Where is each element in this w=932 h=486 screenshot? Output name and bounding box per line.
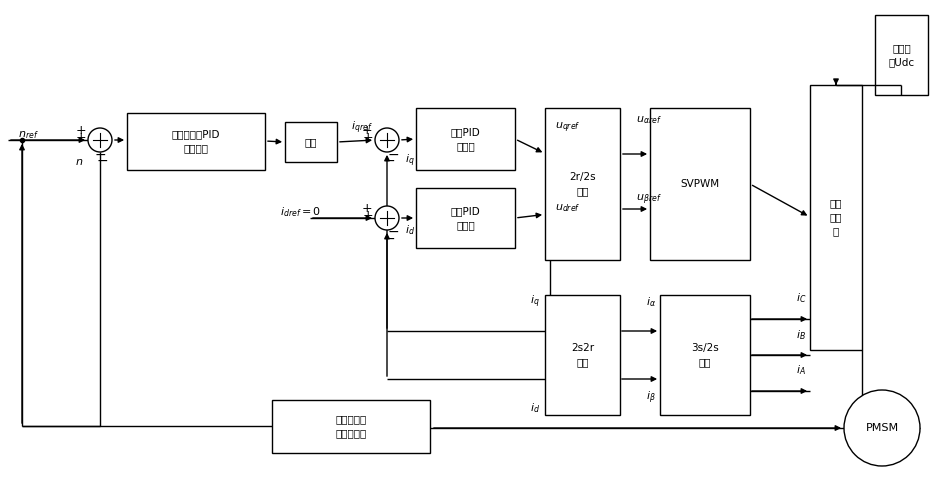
Circle shape	[844, 390, 920, 466]
Bar	[127, 113, 265, 170]
Bar	[875, 15, 928, 95]
Bar	[650, 108, 750, 260]
Text: $i_q$: $i_q$	[405, 153, 415, 169]
Text: 电流PID
调节器: 电流PID 调节器	[451, 206, 480, 230]
Text: 速度分段式PID
控制单元: 速度分段式PID 控制单元	[171, 129, 220, 154]
Text: +: +	[75, 123, 86, 137]
Text: $i_{dref}=0$: $i_{dref}=0$	[280, 205, 321, 219]
Text: $u_{qref}$: $u_{qref}$	[555, 121, 581, 135]
Text: −: −	[96, 154, 108, 168]
Text: −: −	[383, 232, 395, 246]
Text: −: −	[94, 148, 106, 162]
Text: −: −	[383, 154, 395, 168]
Bar	[545, 108, 620, 260]
Text: $u_{\alpha ref}$: $u_{\alpha ref}$	[636, 114, 662, 126]
Text: $i_{\alpha}$: $i_{\alpha}$	[646, 295, 656, 309]
Bar	[810, 85, 862, 350]
Text: $i_d$: $i_d$	[530, 401, 540, 415]
Text: $n$: $n$	[75, 157, 83, 167]
Text: $i_q$: $i_q$	[530, 294, 540, 310]
Text: +: +	[363, 208, 373, 222]
Text: 直流电
源Udc: 直流电 源Udc	[888, 43, 914, 67]
Text: 三相
逆变
器: 三相 逆变 器	[829, 198, 843, 237]
Text: 电流PID
调节器: 电流PID 调节器	[451, 127, 480, 151]
Circle shape	[375, 206, 399, 230]
Text: +: +	[363, 131, 373, 143]
Circle shape	[375, 128, 399, 152]
Text: $i_{\beta}$: $i_{\beta}$	[646, 390, 656, 406]
Bar	[416, 108, 515, 170]
Bar	[545, 295, 620, 415]
Text: +: +	[362, 202, 372, 214]
Bar	[416, 188, 515, 248]
Text: 位置和转速
信号处理器: 位置和转速 信号处理器	[336, 415, 366, 438]
Text: +: +	[362, 123, 372, 137]
Text: $i_{qref}$: $i_{qref}$	[351, 120, 373, 136]
Bar	[660, 295, 750, 415]
Text: PMSM: PMSM	[866, 423, 898, 433]
Bar	[285, 122, 337, 162]
Text: 2r/2s
变换: 2r/2s 变换	[569, 172, 596, 196]
Text: 2s2r
变换: 2s2r 变换	[571, 343, 594, 367]
Circle shape	[88, 128, 112, 152]
Text: $n_{ref}$: $n_{ref}$	[18, 129, 39, 141]
Text: SVPWM: SVPWM	[680, 179, 720, 189]
Text: $u_{dref}$: $u_{dref}$	[555, 202, 581, 214]
Text: $i_C$: $i_C$	[796, 291, 806, 305]
Text: −: −	[387, 148, 399, 162]
Text: $i_A$: $i_A$	[796, 363, 806, 377]
Text: 3s/2s
变换: 3s/2s 变换	[692, 343, 719, 367]
Text: $i_B$: $i_B$	[796, 328, 806, 342]
Text: 限幅: 限幅	[305, 137, 317, 147]
Text: $i_d$: $i_d$	[405, 223, 415, 237]
Text: $u_{\beta ref}$: $u_{\beta ref}$	[636, 193, 662, 207]
Bar	[272, 400, 430, 453]
Text: −: −	[387, 225, 399, 239]
Text: +: +	[75, 131, 86, 143]
